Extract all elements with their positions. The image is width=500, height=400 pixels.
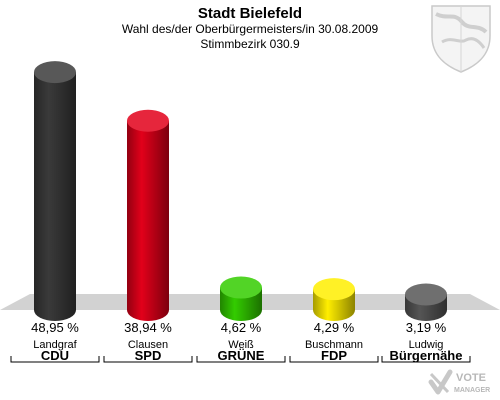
party-underline xyxy=(196,356,286,363)
value-label: 48,95 % xyxy=(31,320,79,335)
bar-buschmann xyxy=(313,278,355,321)
bar-body xyxy=(127,120,169,321)
bar-ludwig xyxy=(405,283,447,321)
candidate-label: Clausen xyxy=(128,339,168,351)
party-label: FDP xyxy=(321,348,347,363)
bar-landgraf xyxy=(34,61,76,321)
votemanager-logo: VOTE MANAGER xyxy=(428,369,490,395)
party-label: CDU xyxy=(41,348,69,363)
value-label: 4,62 % xyxy=(221,320,262,335)
bar-body xyxy=(34,72,76,321)
party-underline xyxy=(10,356,100,363)
chart-subtitle-district: Stimmbezirk 030.9 xyxy=(200,37,300,51)
party-underline xyxy=(381,356,471,363)
bar-clausen xyxy=(127,109,169,321)
candidate-label: Buschmann xyxy=(305,339,363,351)
bar-top xyxy=(34,61,76,84)
value-label: 4,29 % xyxy=(314,320,355,335)
value-label: 3,19 % xyxy=(406,320,447,335)
checkmark-icon xyxy=(428,369,453,395)
chart-subtitle-election: Wahl des/der Oberbürgermeisters/in 30.08… xyxy=(121,22,379,36)
party-label: GRÜNE xyxy=(218,348,265,363)
coat-of-arms-icon xyxy=(431,5,491,73)
bar-weiß xyxy=(220,276,262,321)
bars-group xyxy=(34,61,447,321)
party-underline xyxy=(289,356,379,363)
chart-title: Stadt Bielefeld xyxy=(197,5,303,22)
candidate-label: Landgraf xyxy=(33,339,77,351)
candidate-label: Weiß xyxy=(228,339,254,351)
logo-brand-top: VOTE xyxy=(456,372,486,384)
party-label: SPD xyxy=(135,348,162,363)
bar-top xyxy=(405,283,447,306)
party-underline xyxy=(103,356,193,363)
bar-top xyxy=(313,278,355,301)
party-label: Bürgernähe xyxy=(390,348,463,363)
bar-top xyxy=(127,109,169,132)
bar-top xyxy=(220,276,262,299)
value-label: 38,94 % xyxy=(124,320,172,335)
candidate-label: Ludwig xyxy=(409,339,444,351)
logo-brand-bottom: MANAGER xyxy=(454,387,490,394)
